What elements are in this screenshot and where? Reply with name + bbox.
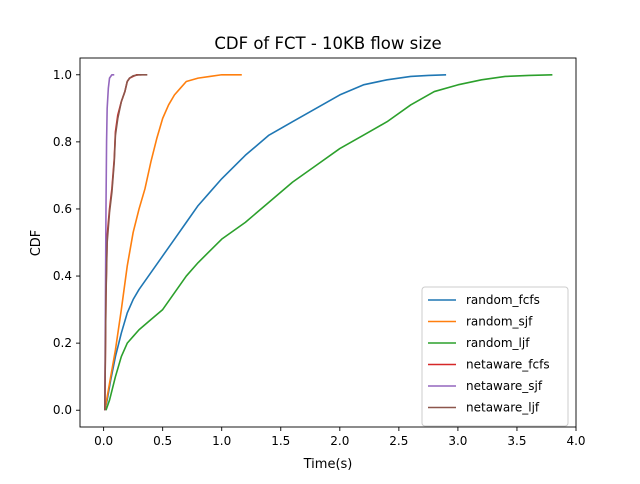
series-line-random-ljf <box>105 73 553 411</box>
chart-title: CDF of FCT - 10KB flow size <box>214 34 441 53</box>
legend-label-netaware-fcfs: netaware_fcfs <box>466 358 550 372</box>
x-tick-label: 1.5 <box>271 434 290 448</box>
series-line-netaware-ljf <box>104 73 148 411</box>
y-tick-label: 0.2 <box>53 336 72 350</box>
x-axis-label: Time(s) <box>303 457 353 472</box>
legend-label-netaware-ljf: netaware_ljf <box>466 401 540 415</box>
y-tick-label: 0.4 <box>53 269 72 283</box>
x-tick-label: 0.5 <box>153 434 172 448</box>
x-tick-label: 3.0 <box>448 434 467 448</box>
y-tick-label: 1.0 <box>53 68 72 82</box>
plot-frame <box>79 57 577 428</box>
legend-label-random-fcfs: random_fcfs <box>466 293 540 307</box>
axes-layer: 0.0 0.5 1.0 1.5 2.0 2.5 3.0 3.5 4.0 0.0 0.2 0.4 0.6 0… <box>53 57 586 448</box>
y-axis-label: CDF <box>29 230 44 257</box>
legend-label-random-sjf: random_sjf <box>466 315 533 329</box>
series-line-netaware-sjf <box>104 73 115 411</box>
y-tick-label: 0.0 <box>53 403 72 417</box>
x-tick-label: 2.5 <box>389 434 408 448</box>
series-line-random-fcfs <box>104 73 447 411</box>
x-tick-label: 2.0 <box>330 434 349 448</box>
legend-label-random-ljf: random_ljf <box>466 336 530 350</box>
x-tick-label: 3.5 <box>507 434 526 448</box>
series-layer <box>104 73 553 411</box>
x-tick-label: 0.0 <box>94 434 113 448</box>
x-tick-label: 4.0 <box>566 434 585 448</box>
y-tick-label: 0.8 <box>53 135 72 149</box>
legend-label-netaware-sjf: netaware_sjf <box>466 379 543 393</box>
y-tick-label: 0.6 <box>53 202 72 216</box>
legend-box <box>421 286 569 427</box>
x-tick-label: 1.0 <box>212 434 231 448</box>
legend: random_fcfs random_sjf random_ljf netaware_… <box>421 286 569 427</box>
series-line-random-sjf <box>104 73 242 411</box>
